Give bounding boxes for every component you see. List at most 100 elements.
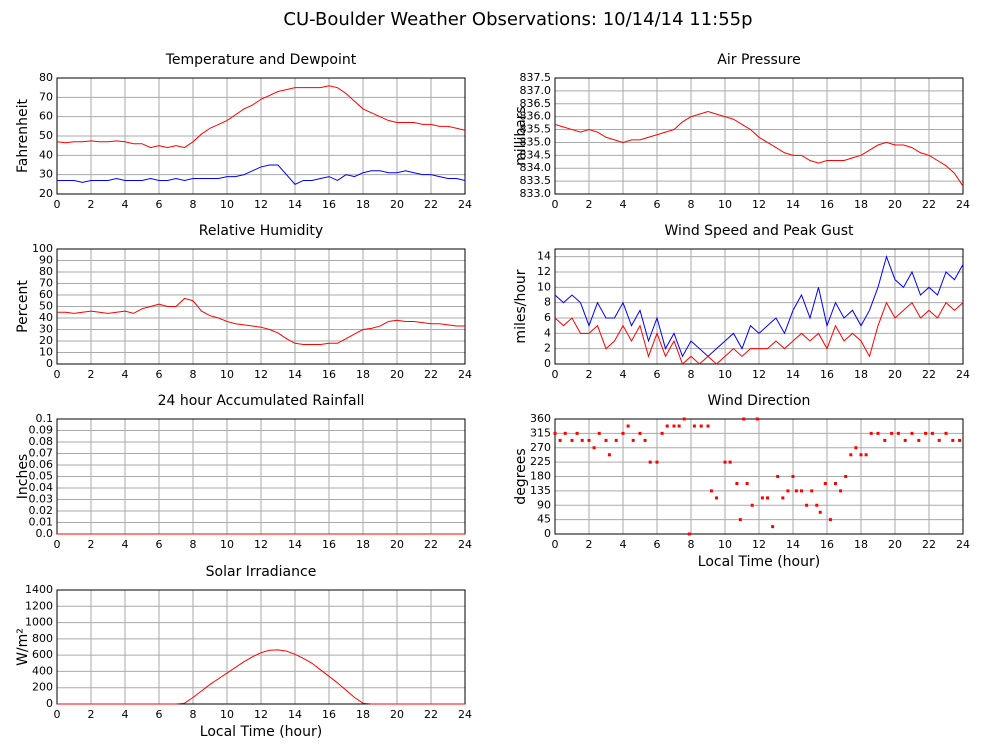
scatter-point	[648, 460, 652, 464]
y-tick-label: 10	[39, 346, 53, 359]
x-tick-label: 6	[654, 368, 661, 381]
x-tick-label: 0	[54, 198, 61, 211]
scatter-point	[876, 431, 880, 435]
scatter-point	[864, 453, 868, 457]
x-tick-label: 2	[88, 368, 95, 381]
scatter-point	[692, 424, 696, 428]
y-tick-label: 225	[530, 455, 551, 468]
scatter-point	[800, 489, 803, 493]
x-tick-label: 0	[552, 198, 559, 211]
x-tick-label: 8	[688, 368, 695, 381]
y-tick-label: 0	[544, 527, 551, 540]
y-tick-label: 2	[544, 342, 551, 355]
scatter-point	[944, 431, 948, 435]
x-tick-label: 12	[752, 538, 766, 551]
x-tick-label: 20	[390, 368, 404, 381]
series-line	[554, 110, 964, 187]
x-tick-label: 14	[288, 368, 302, 381]
x-tick-label: 6	[654, 538, 661, 551]
y-tick-label: 70	[39, 277, 53, 290]
y-tick-label: 0.05	[29, 470, 54, 483]
y-tick-label: 0.03	[29, 493, 54, 506]
x-tick-label: 10	[718, 538, 732, 551]
x-tick-label: 14	[288, 198, 302, 211]
x-tick-label: 8	[190, 538, 197, 551]
scatter-point	[834, 482, 837, 486]
x-tick-label: 2	[586, 198, 593, 211]
y-tick-label: 0.08	[29, 435, 54, 448]
x-tick-label: 0	[54, 708, 61, 721]
x-tick-label: 12	[254, 368, 268, 381]
scatter-point	[791, 475, 795, 478]
y-axis-label: Percent	[15, 280, 31, 333]
scatter-point	[869, 431, 873, 435]
chart-title: 24 hour Accumulated Rainfall	[158, 393, 365, 409]
x-tick-label: 24	[458, 708, 472, 721]
y-tick-label: 40	[39, 311, 53, 324]
scatter-point	[655, 460, 659, 464]
y-tick-label: 1200	[25, 599, 53, 612]
x-tick-label: 0	[54, 538, 61, 551]
y-tick-label: 30	[39, 323, 53, 336]
x-tick-label: 18	[356, 368, 370, 381]
x-tick-label: 10	[718, 198, 732, 211]
x-tick-label: 8	[688, 538, 695, 551]
x-axis-label: Local Time (hour)	[200, 724, 322, 740]
x-tick-label: 6	[156, 708, 163, 721]
scatter-point	[930, 431, 934, 435]
x-axis-label: Local Time (hour)	[698, 554, 820, 570]
x-tick-label: 12	[752, 368, 766, 381]
scatter-point	[687, 532, 691, 536]
chart-title: Temperature and Dewpoint	[165, 52, 357, 68]
x-tick-label: 2	[88, 708, 95, 721]
x-tick-label: 22	[922, 538, 936, 551]
chart-title: Wind Speed and Peak Gust	[665, 223, 854, 239]
x-tick-label: 2	[586, 368, 593, 381]
scatter-point	[580, 438, 584, 442]
x-tick-label: 0	[552, 538, 559, 551]
y-tick-label: 60	[39, 288, 53, 301]
scatter-point	[760, 496, 764, 500]
y-tick-label: 0	[544, 357, 551, 370]
plot-frame	[56, 77, 466, 195]
x-tick-label: 12	[254, 198, 268, 211]
scatter-point	[621, 431, 625, 435]
scatter-point	[614, 438, 618, 442]
plot-frame	[554, 77, 964, 195]
y-tick-label: 1400	[25, 583, 53, 596]
y-tick-label: 0.07	[29, 447, 54, 460]
scatter-point	[735, 482, 739, 486]
page-title: CU-Boulder Weather Observations: 10/14/1…	[283, 9, 752, 30]
y-tick-label: 833.5	[520, 174, 552, 187]
series-line	[57, 164, 466, 185]
y-tick-label: 20	[39, 334, 53, 347]
scatter-point	[638, 431, 642, 435]
y-tick-label: 135	[530, 484, 551, 497]
scatter-point	[890, 431, 894, 435]
y-axis-label: Inches	[15, 454, 31, 499]
scatter-point	[903, 438, 907, 442]
y-tick-label: 4	[544, 326, 551, 339]
chart-title: Solar Irradiance	[206, 564, 317, 580]
y-tick-label: 90	[537, 498, 551, 511]
x-tick-label: 24	[458, 538, 472, 551]
scatter-point	[563, 431, 567, 435]
x-tick-label: 8	[190, 368, 197, 381]
x-tick-label: 8	[190, 198, 197, 211]
scatter-point	[805, 503, 809, 507]
scatter-point	[660, 431, 664, 435]
y-tick-label: 30	[39, 168, 53, 181]
series-line	[57, 649, 465, 705]
y-tick-label: 1000	[25, 616, 53, 629]
x-tick-label: 4	[122, 708, 129, 721]
scatter-point	[766, 496, 769, 500]
x-tick-label: 22	[922, 368, 936, 381]
x-tick-label: 14	[288, 538, 302, 551]
scatter-point	[570, 438, 574, 442]
scatter-point	[849, 453, 853, 457]
x-tick-label: 14	[786, 368, 800, 381]
x-tick-label: 0	[54, 368, 61, 381]
x-tick-label: 8	[688, 198, 695, 211]
series-line	[554, 301, 964, 365]
x-tick-label: 4	[620, 538, 627, 551]
